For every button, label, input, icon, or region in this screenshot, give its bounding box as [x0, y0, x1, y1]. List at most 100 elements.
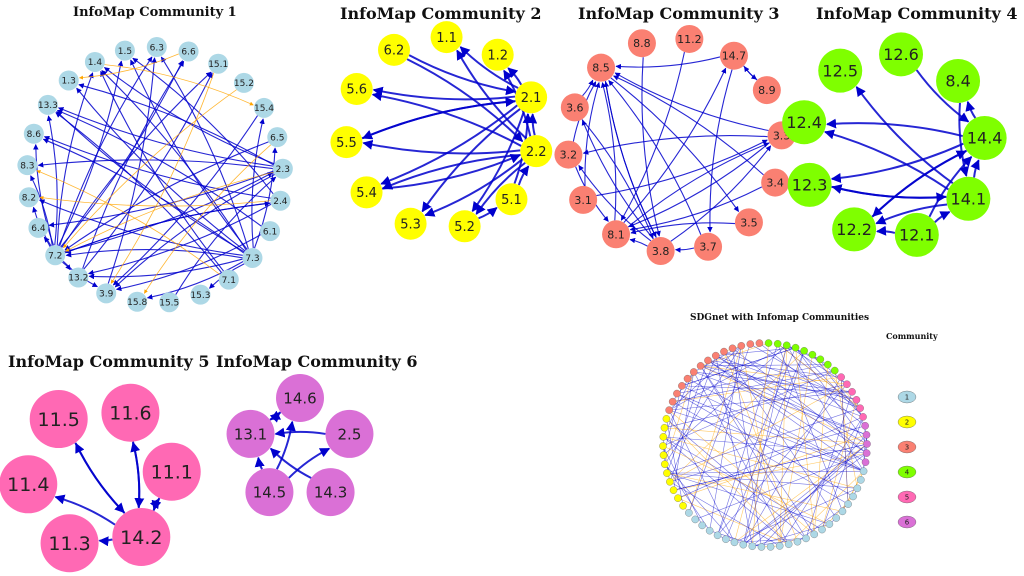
- node-1.5[interactable]: [114, 40, 135, 61]
- node-5.2[interactable]: [448, 210, 481, 243]
- node-13.1[interactable]: [226, 409, 275, 458]
- node-3.8[interactable]: [646, 237, 675, 266]
- overview-node[interactable]: [713, 531, 722, 540]
- overview-node[interactable]: [861, 458, 870, 466]
- node-13.3[interactable]: [37, 94, 58, 115]
- node-15.5[interactable]: [159, 292, 180, 313]
- node-14.5[interactable]: [245, 468, 294, 517]
- node-8.5[interactable]: [587, 53, 616, 82]
- node-6.3[interactable]: [146, 37, 167, 58]
- overview-node[interactable]: [843, 380, 851, 388]
- node-1.3[interactable]: [58, 70, 79, 91]
- overview-node[interactable]: [730, 538, 739, 547]
- node-5.4[interactable]: [350, 176, 383, 209]
- node-11.2[interactable]: [675, 24, 704, 53]
- overview-node[interactable]: [830, 366, 839, 375]
- node-3.9[interactable]: [96, 283, 117, 304]
- node-3.4[interactable]: [761, 168, 790, 197]
- overview-node[interactable]: [669, 486, 678, 494]
- overview-node[interactable]: [739, 540, 748, 549]
- overview-node[interactable]: [755, 339, 764, 347]
- overview-node[interactable]: [685, 509, 693, 517]
- overview-node[interactable]: [844, 500, 852, 508]
- node-6.6[interactable]: [178, 41, 199, 62]
- overview-node[interactable]: [849, 492, 857, 501]
- overview-node[interactable]: [660, 424, 669, 432]
- node-7.1[interactable]: [218, 269, 239, 290]
- node-14.4[interactable]: [962, 115, 1007, 160]
- node-11.5[interactable]: [29, 390, 88, 449]
- overview-node[interactable]: [838, 507, 847, 516]
- overview-node[interactable]: [837, 373, 845, 381]
- node-6.5[interactable]: [267, 127, 288, 148]
- overview-node[interactable]: [863, 440, 871, 448]
- overview-node[interactable]: [683, 374, 692, 383]
- overview-node[interactable]: [793, 537, 802, 546]
- overview-node[interactable]: [666, 478, 674, 486]
- node-2.1[interactable]: [515, 81, 548, 114]
- node-14.1[interactable]: [946, 176, 991, 221]
- overview-node[interactable]: [808, 350, 817, 359]
- overview-node[interactable]: [659, 442, 667, 450]
- overview-node[interactable]: [832, 514, 840, 522]
- node-12.6[interactable]: [879, 32, 924, 77]
- overview-node[interactable]: [764, 339, 773, 347]
- node-12.5[interactable]: [818, 48, 863, 93]
- node-5.3[interactable]: [394, 207, 427, 240]
- overview-node[interactable]: [720, 347, 728, 356]
- node-3.7[interactable]: [694, 232, 723, 261]
- overview-node[interactable]: [816, 355, 825, 364]
- overview-node[interactable]: [784, 540, 793, 548]
- overview-node[interactable]: [662, 415, 671, 423]
- overview-node[interactable]: [659, 433, 668, 441]
- node-2.5[interactable]: [325, 409, 374, 458]
- overview-node[interactable]: [661, 460, 669, 468]
- overview-node[interactable]: [802, 534, 810, 543]
- node-14.7[interactable]: [719, 41, 748, 70]
- overview-node[interactable]: [690, 368, 698, 376]
- node-5.5[interactable]: [330, 126, 363, 159]
- node-8.8[interactable]: [627, 29, 656, 58]
- overview-node[interactable]: [696, 362, 705, 370]
- node-2.2[interactable]: [520, 135, 553, 168]
- node-13.2[interactable]: [68, 267, 89, 288]
- overview-node[interactable]: [663, 469, 671, 477]
- node-6.4[interactable]: [28, 217, 49, 238]
- node-11.4[interactable]: [0, 455, 58, 514]
- node-8.2[interactable]: [18, 187, 39, 208]
- node-12.3[interactable]: [787, 162, 832, 207]
- node-2.4[interactable]: [270, 190, 291, 211]
- node-12.2[interactable]: [832, 207, 877, 252]
- overview-node[interactable]: [705, 526, 714, 535]
- node-1.4[interactable]: [84, 51, 105, 72]
- overview-node[interactable]: [824, 360, 832, 369]
- overview-node[interactable]: [861, 422, 869, 430]
- node-3.2[interactable]: [554, 140, 583, 169]
- node-8.4[interactable]: [936, 58, 981, 103]
- node-8.9[interactable]: [752, 76, 781, 105]
- node-12.1[interactable]: [894, 212, 939, 257]
- node-14.6[interactable]: [276, 374, 324, 422]
- node-8.6[interactable]: [23, 123, 44, 144]
- overview-node[interactable]: [665, 406, 673, 414]
- overview-node[interactable]: [712, 351, 720, 360]
- node-6.1[interactable]: [260, 221, 281, 242]
- overview-node[interactable]: [782, 341, 791, 350]
- node-14.2[interactable]: [112, 507, 171, 566]
- node-1.2[interactable]: [481, 38, 514, 71]
- overview-node[interactable]: [673, 389, 681, 398]
- node-7.3[interactable]: [242, 247, 263, 268]
- overview-node[interactable]: [668, 397, 677, 406]
- overview-node[interactable]: [859, 467, 868, 475]
- node-15.8[interactable]: [127, 291, 148, 312]
- overview-node[interactable]: [859, 413, 867, 421]
- node-15.4[interactable]: [254, 97, 275, 118]
- overview-node[interactable]: [862, 449, 871, 457]
- overview-node[interactable]: [800, 347, 808, 355]
- node-6.2[interactable]: [378, 33, 410, 66]
- overview-node[interactable]: [853, 484, 862, 493]
- overview-node[interactable]: [773, 340, 782, 348]
- overview-node[interactable]: [757, 543, 766, 551]
- overview-node[interactable]: [818, 525, 826, 534]
- overview-node[interactable]: [848, 388, 856, 396]
